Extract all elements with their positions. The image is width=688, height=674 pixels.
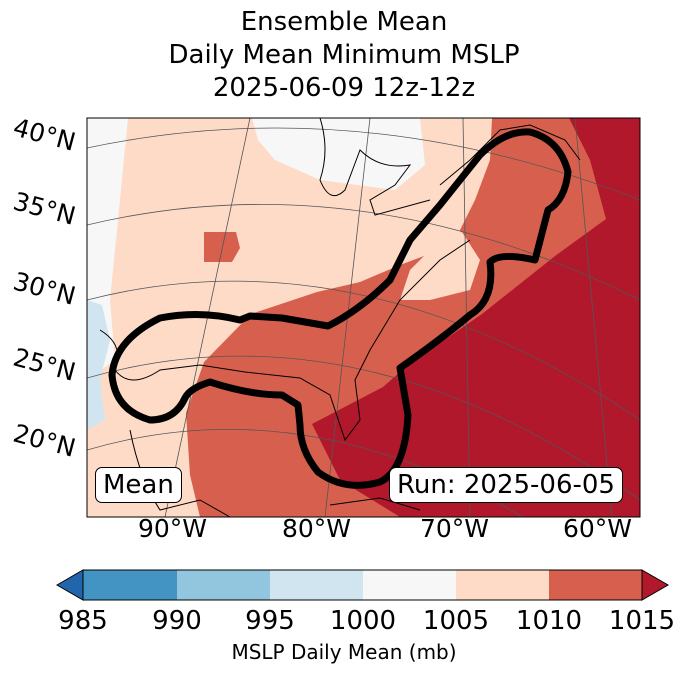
- colorbar-985-990: [83, 570, 177, 600]
- colorbar-1010-1015: [549, 570, 642, 600]
- colorbar-tick: 1005: [422, 606, 490, 636]
- run-date-box: Run: 2025-06-05: [389, 467, 623, 503]
- colorbar-extend-high: [641, 569, 670, 601]
- colorbar-1005-1010: [456, 570, 549, 600]
- mean-label-box: Mean: [95, 467, 182, 503]
- lon-label-70w: 70°W: [420, 514, 490, 543]
- colorbar-tick: 995: [245, 606, 295, 636]
- colorbar-995-1000: [270, 570, 363, 600]
- title-line-3: 2025-06-09 12z-12z: [212, 73, 476, 103]
- colorbar-label: MSLP Daily Mean (mb): [231, 640, 457, 664]
- colorbar-extend-low: [55, 569, 84, 601]
- lon-label-90w: 90°W: [138, 514, 208, 543]
- contour-1010: [108, 128, 572, 489]
- lon-label-80w: 80°W: [282, 514, 352, 543]
- title-line-1: Ensemble Mean: [240, 7, 448, 37]
- colorbar-1000-1005: [363, 570, 456, 600]
- field-1005-coast: [400, 232, 480, 300]
- field-1010-blob: [204, 232, 240, 262]
- title-line-2: Daily Mean Minimum MSLP: [168, 40, 520, 70]
- field-1000-north: [252, 118, 425, 190]
- colorbar-tick: 1015: [608, 606, 676, 636]
- colorbar-990-995: [177, 570, 270, 600]
- colorbar-tick: 990: [152, 606, 202, 636]
- colorbar-tick: 1010: [515, 606, 583, 636]
- colorbar-tick: 1000: [329, 606, 397, 636]
- colorbar: [55, 569, 670, 601]
- field-1015: [312, 118, 640, 517]
- colorbar-tick: 985: [58, 606, 108, 636]
- lon-label-60w: 60°W: [563, 514, 633, 543]
